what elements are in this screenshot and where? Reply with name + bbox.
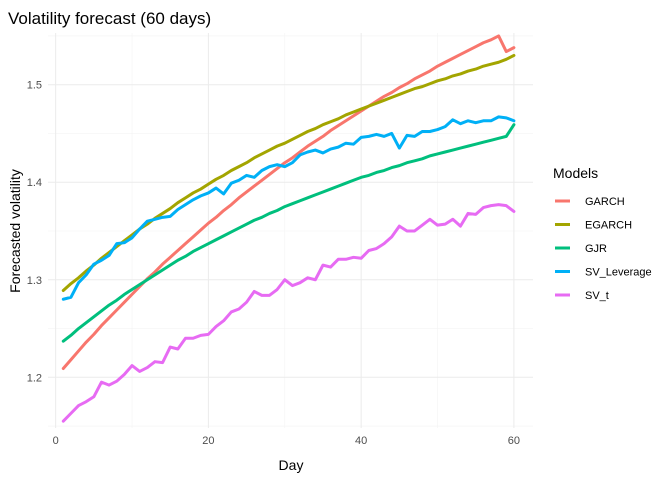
series-line-gjr — [61, 123, 516, 343]
series-lines — [61, 34, 516, 423]
x-tick-label: 60 — [508, 435, 520, 447]
legend-label-egarch: EGARCH — [585, 220, 632, 232]
legend-items: GARCH EGARCH GJR SV_Leverage SV_t — [555, 196, 652, 302]
y-tick-label: 1.3 — [27, 275, 42, 287]
series-line-sv-leverage — [61, 115, 516, 301]
series-line-garch — [61, 34, 516, 371]
y-axis-title: Forecasted volatility — [7, 169, 23, 293]
legend-item-egarch: EGARCH — [555, 220, 632, 232]
legend-label-gjr: GJR — [585, 243, 607, 255]
y-tick-label: 1.4 — [27, 177, 42, 189]
legend-item-sv-leverage: SV_Leverage — [555, 267, 652, 279]
series-line-sv-t — [61, 203, 516, 423]
x-axis-ticks: 0 20 40 60 — [53, 435, 520, 447]
legend: Models GARCH EGARCH GJR SV_Leverage SV_t — [553, 165, 652, 302]
x-tick-label: 0 — [53, 435, 59, 447]
grid — [48, 33, 533, 428]
legend-item-garch: GARCH — [555, 196, 625, 208]
legend-title: Models — [553, 165, 598, 181]
y-tick-label: 1.2 — [27, 372, 42, 384]
legend-item-gjr: GJR — [555, 243, 607, 255]
legend-label-garch: GARCH — [585, 196, 625, 208]
chart-title: Volatility forecast (60 days) — [8, 9, 211, 28]
y-axis-ticks: 1.2 1.3 1.4 1.5 — [27, 80, 42, 385]
legend-label-sv-leverage: SV_Leverage — [585, 267, 652, 279]
x-tick-label: 40 — [355, 435, 367, 447]
x-axis-title: Day — [279, 457, 304, 473]
legend-label-sv-t: SV_t — [585, 290, 609, 302]
x-tick-label: 20 — [202, 435, 214, 447]
legend-item-sv-t: SV_t — [555, 290, 609, 302]
y-tick-label: 1.5 — [27, 80, 42, 92]
